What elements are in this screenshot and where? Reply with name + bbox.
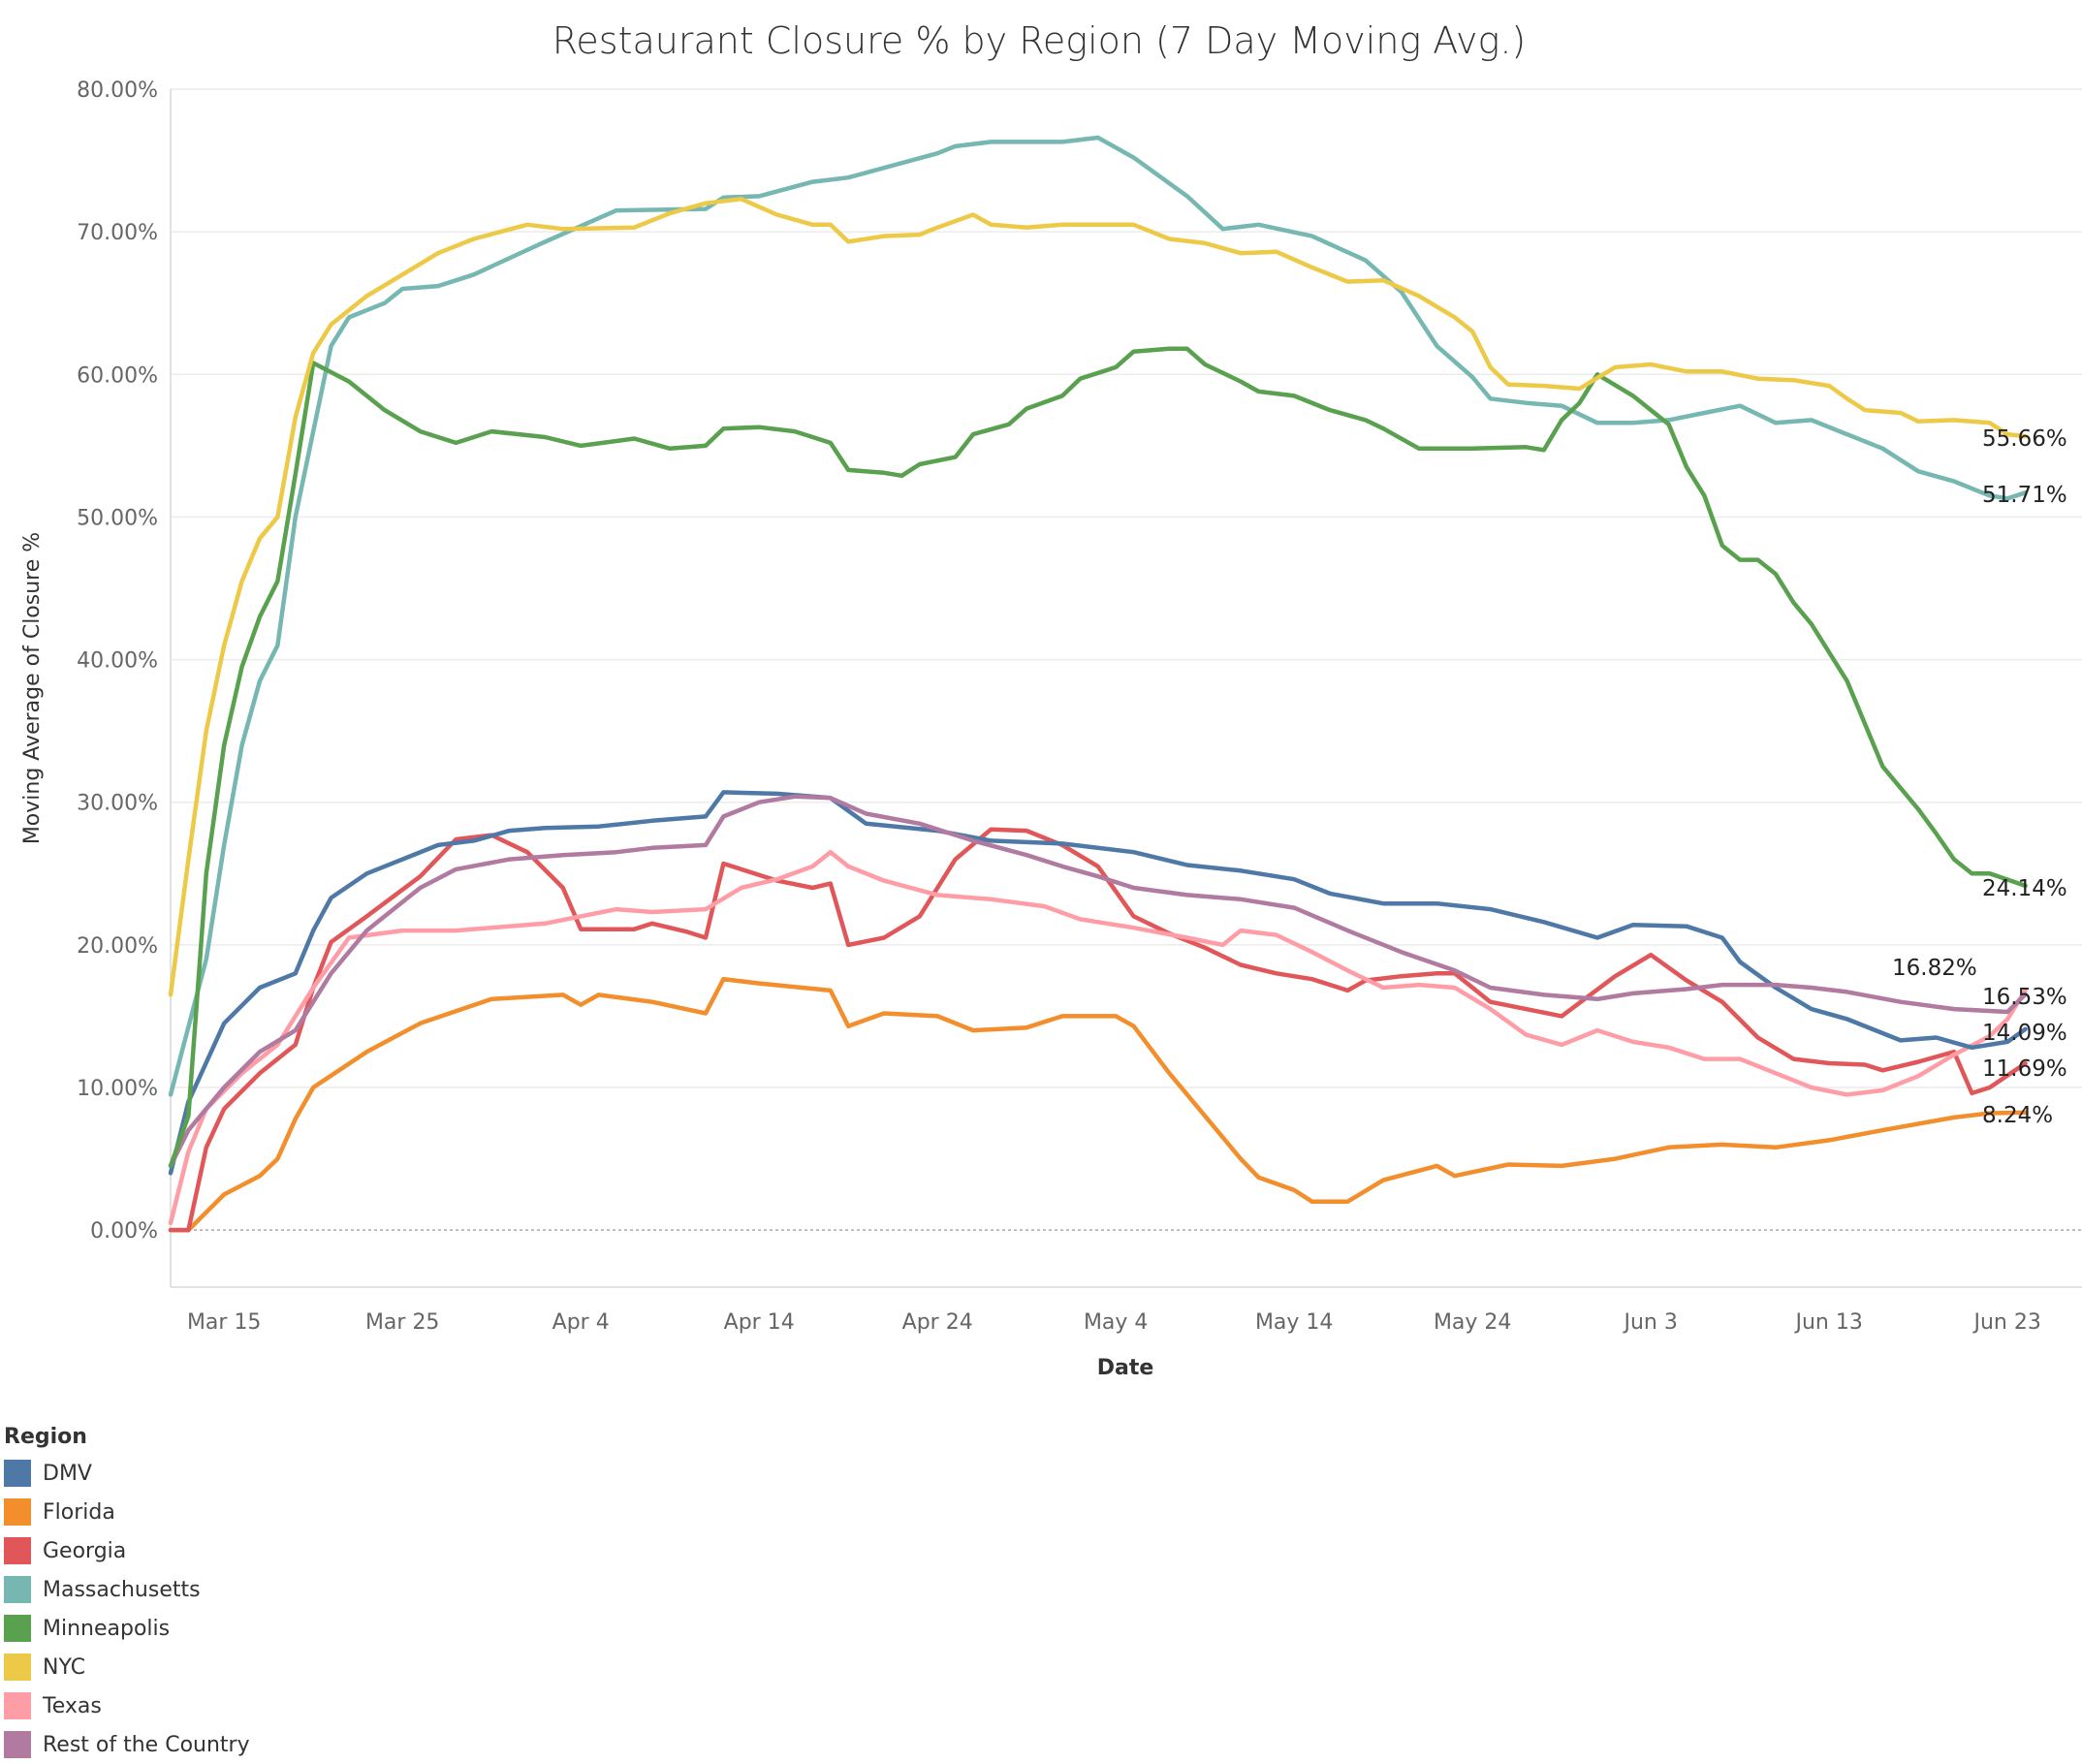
series-line-florida xyxy=(168,976,2028,1233)
x-tick-labels: Mar 15 Mar 25 Apr 4 Apr 14 Apr 24 May 4 May 14… xyxy=(187,1310,2041,1335)
legend-swatch xyxy=(4,1576,31,1603)
chart-title: Restaurant Closure % by Region (7 Day Mo… xyxy=(552,19,1527,62)
legend-swatch xyxy=(4,1692,31,1719)
line-chart: Restaurant Closure % by Region (7 Day Mo… xyxy=(20,19,2082,1380)
legend-swatch xyxy=(4,1615,31,1642)
legend-item[interactable]: NYC xyxy=(4,1648,250,1686)
legend-label: NYC xyxy=(43,1654,86,1680)
end-label-florida: 8.24% xyxy=(1982,1103,2053,1128)
legend-label: Minneapolis xyxy=(43,1616,171,1641)
end-value-labels: 14.09% 8.24% 11.69% 51.71% 24.14% 55.66% 16.82… xyxy=(1892,426,2067,1128)
legend-item[interactable]: Florida xyxy=(4,1493,250,1531)
end-label-massachusetts: 51.71% xyxy=(1982,483,2067,508)
series-line-nyc xyxy=(168,197,2028,997)
legend-label: Georgia xyxy=(43,1538,127,1563)
series-line-dmv xyxy=(168,790,2028,1176)
legend-item[interactable]: Texas xyxy=(4,1686,250,1725)
legend-items: DMV Florida Georgia Massachusetts Minneapoli… xyxy=(4,1454,250,1764)
legend-swatch xyxy=(4,1460,31,1487)
y-tick-label: 0.00% xyxy=(90,1219,158,1244)
y-tick-label: 70.00% xyxy=(77,221,158,245)
end-label-rest-of-the-country: 16.53% xyxy=(1982,985,2067,1010)
legend-swatch xyxy=(4,1731,31,1758)
y-tick-label: 50.00% xyxy=(77,506,158,530)
series-line-massachusetts xyxy=(168,135,2028,1097)
legend-item[interactable]: Massachusetts xyxy=(4,1570,250,1609)
legend-item[interactable]: Georgia xyxy=(4,1531,250,1570)
y-tick-label: 40.00% xyxy=(77,649,158,674)
end-label-georgia: 11.69% xyxy=(1982,1056,2067,1082)
legend-label: Florida xyxy=(43,1499,115,1525)
x-tick-label: Mar 15 xyxy=(187,1310,262,1335)
legend-label: Rest of the Country xyxy=(43,1732,250,1757)
legend: Region DMV Florida Georgia Massachusetts Min… xyxy=(4,1421,250,1764)
x-tick-label: May 14 xyxy=(1255,1310,1333,1335)
y-tick-label: 30.00% xyxy=(77,792,158,816)
legend-label: Massachusetts xyxy=(43,1577,201,1602)
x-tick-label: Apr 4 xyxy=(552,1310,610,1335)
series-line-georgia xyxy=(168,827,2028,1233)
end-label-minneapolis: 24.14% xyxy=(1982,876,2067,901)
y-tick-label: 60.00% xyxy=(77,363,158,388)
legend-label: Texas xyxy=(43,1693,102,1718)
x-tick-label: May 24 xyxy=(1434,1310,1511,1335)
end-label-nyc: 55.66% xyxy=(1982,426,2067,452)
legend-title: Region xyxy=(4,1425,87,1449)
legend-swatch xyxy=(4,1537,31,1564)
x-tick-label: Mar 25 xyxy=(365,1310,440,1335)
y-tick-labels: 80.00% 70.00% 60.00% 50.00% 40.00% 30.00% 20.0… xyxy=(77,79,158,1244)
y-axis-title: Moving Average of Closure % xyxy=(20,532,45,844)
x-tick-label: Jun 13 xyxy=(1794,1310,1863,1335)
y-tick-label: 10.00% xyxy=(77,1077,158,1101)
legend-swatch xyxy=(4,1654,31,1681)
x-axis-title: Date xyxy=(1097,1356,1154,1380)
series-line-minneapolis xyxy=(168,346,2028,1169)
legend-label: DMV xyxy=(43,1461,92,1486)
x-tick-label: Jun 3 xyxy=(1623,1310,1678,1335)
x-tick-label: Apr 24 xyxy=(902,1310,973,1335)
legend-swatch xyxy=(4,1498,31,1526)
x-tick-label: Apr 14 xyxy=(724,1310,795,1335)
legend-item[interactable]: Minneapolis xyxy=(4,1609,250,1648)
legend-item[interactable]: DMV xyxy=(4,1454,250,1493)
x-tick-label: May 4 xyxy=(1084,1310,1148,1335)
y-tick-label: 20.00% xyxy=(77,934,158,959)
end-label-texas: 16.82% xyxy=(1892,956,1977,981)
legend-item[interactable]: Rest of the Country xyxy=(4,1725,250,1764)
end-label-dmv: 14.09% xyxy=(1982,1021,2067,1046)
series-line-rest-of-the-country xyxy=(168,794,2028,1169)
y-tick-label: 80.00% xyxy=(77,79,158,103)
series-lines xyxy=(168,135,2028,1233)
series-line-texas xyxy=(168,849,2028,1226)
gridlines xyxy=(171,88,2082,1088)
x-tick-label: Jun 23 xyxy=(1972,1310,2041,1335)
